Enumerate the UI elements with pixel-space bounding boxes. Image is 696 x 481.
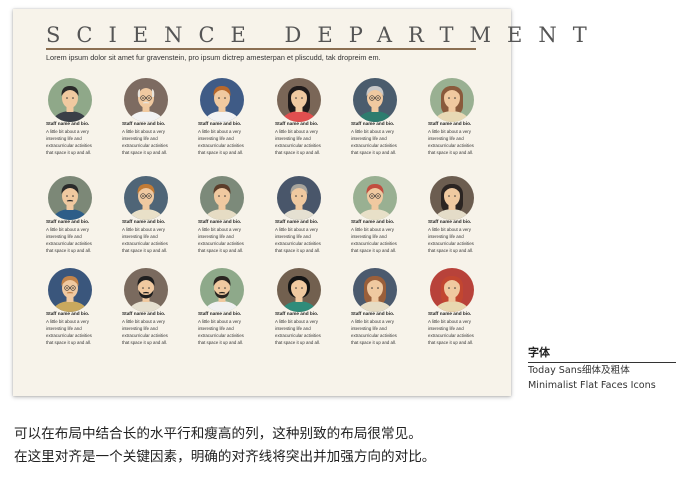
woman-red-hair-glasses-icon xyxy=(353,176,397,220)
staff-name: Staff name and bio. xyxy=(198,121,242,126)
staff-name: Staff name and bio. xyxy=(275,121,319,126)
staff-card: Staff name and bio. A little bit about a … xyxy=(428,175,494,261)
woman-red-hair-icon xyxy=(430,268,474,312)
staff-name: Staff name and bio. xyxy=(122,121,166,126)
staff-card: Staff name and bio. A little bit about a … xyxy=(198,175,264,261)
man-ginger-glasses-icon xyxy=(124,176,168,220)
staff-bio: A little bit about a very interesting li… xyxy=(122,129,168,155)
older-man-gray-hair-glasses-icon xyxy=(353,78,397,122)
staff-name: Staff name and bio. xyxy=(275,311,319,316)
woman-black-bob-hair-icon xyxy=(277,268,321,312)
font-name: Today Sans细体及粗体 xyxy=(528,365,630,376)
staff-card: Staff name and bio. A little bit about a … xyxy=(198,77,264,163)
staff-name: Staff name and bio. xyxy=(428,121,472,126)
staff-bio: A little bit about a very interesting li… xyxy=(428,129,474,155)
staff-bio: A little bit about a very interesting li… xyxy=(351,319,397,345)
staff-name: Staff name and bio. xyxy=(275,219,319,224)
staff-bio: A little bit about a very interesting li… xyxy=(351,227,397,253)
staff-card: Staff name and bio. A little bit about a … xyxy=(46,267,112,353)
staff-bio: A little bit about a very interesting li… xyxy=(428,227,474,253)
icon-set-name: Minimalist Flat Faces Icons xyxy=(528,380,656,391)
man-gray-hair-icon xyxy=(277,176,321,220)
staff-card: Staff name and bio. A little bit about a … xyxy=(122,175,188,261)
staff-bio: A little bit about a very interesting li… xyxy=(275,129,321,155)
staff-card: Staff name and bio. A little bit about a … xyxy=(351,77,417,163)
staff-bio: A little bit about a very interesting li… xyxy=(46,227,92,253)
staff-bio: A little bit about a very interesting li… xyxy=(46,129,92,155)
font-info-panel: 字体 Today Sans细体及粗体 Minimalist Flat Faces… xyxy=(528,346,678,393)
man-goatee-icon xyxy=(48,176,92,220)
staff-bio: A little bit about a very interesting li… xyxy=(351,129,397,155)
staff-bio: A little bit about a very interesting li… xyxy=(428,319,474,345)
staff-name: Staff name and bio. xyxy=(351,121,395,126)
staff-name: Staff name and bio. xyxy=(198,219,242,224)
staff-name: Staff name and bio. xyxy=(122,311,166,316)
caption-text: 可以在布局中结合长的水平行和瘦高的列，这种别致的布局很常见。 在这里对齐是一个关… xyxy=(14,423,654,469)
man-ginger-glasses-beard-icon xyxy=(48,268,92,312)
staff-card: Staff name and bio. A little bit about a … xyxy=(275,175,341,261)
staff-card: Staff name and bio. A little bit about a … xyxy=(122,77,188,163)
staff-name: Staff name and bio. xyxy=(122,219,166,224)
font-info-heading: 字体 xyxy=(528,346,550,359)
staff-name: Staff name and bio. xyxy=(46,311,90,316)
staff-card: Staff name and bio. A little bit about a … xyxy=(428,77,494,163)
staff-bio: A little bit about a very interesting li… xyxy=(275,227,321,253)
man-black-beard-icon xyxy=(124,268,168,312)
poster-subtitle: Lorem ipsum dolor sit amet fur gravenste… xyxy=(46,53,381,62)
woman-auburn-hair-icon xyxy=(353,268,397,312)
staff-card: Staff name and bio. A little bit about a … xyxy=(122,267,188,353)
staff-bio: A little bit about a very interesting li… xyxy=(198,319,244,345)
staff-card: Staff name and bio. A little bit about a … xyxy=(46,77,112,163)
science-department-poster: SCIENCE DEPARTMENT Lorem ipsum dolor sit… xyxy=(13,9,587,396)
man-ginger-hair-icon xyxy=(200,78,244,122)
staff-bio: A little bit about a very interesting li… xyxy=(198,129,244,155)
staff-name: Staff name and bio. xyxy=(198,311,242,316)
font-info-divider xyxy=(528,362,676,363)
woman-brown-hair-icon xyxy=(430,78,474,122)
staff-bio: A little bit about a very interesting li… xyxy=(46,319,92,345)
staff-card: Staff name and bio. A little bit about a … xyxy=(198,267,264,353)
man-brown-hair-icon xyxy=(200,176,244,220)
staff-name: Staff name and bio. xyxy=(428,219,472,224)
staff-grid: Staff name and bio. A little bit about a … xyxy=(13,9,511,396)
staff-card: Staff name and bio. A little bit about a … xyxy=(428,267,494,353)
older-man-glasses-icon xyxy=(124,78,168,122)
staff-name: Staff name and bio. xyxy=(351,219,395,224)
staff-name: Staff name and bio. xyxy=(46,219,90,224)
man-dark-beard-icon xyxy=(200,268,244,312)
man-dark-hair-suit-icon xyxy=(48,78,92,122)
caption-line-2: 在这里对齐是一个关键因素，明确的对齐线将突出并加强方向的对比。 xyxy=(14,449,436,465)
staff-bio: A little bit about a very interesting li… xyxy=(122,227,168,253)
staff-card: Staff name and bio. A little bit about a … xyxy=(351,175,417,261)
title-divider xyxy=(46,48,476,50)
staff-card: Staff name and bio. A little bit about a … xyxy=(275,267,341,353)
staff-bio: A little bit about a very interesting li… xyxy=(198,227,244,253)
caption-line-1: 可以在布局中结合长的水平行和瘦高的列，这种别致的布局很常见。 xyxy=(14,426,422,442)
woman-long-dark-hair-icon xyxy=(430,176,474,220)
woman-long-black-hair-icon xyxy=(277,78,321,122)
staff-name: Staff name and bio. xyxy=(428,311,472,316)
staff-name: Staff name and bio. xyxy=(351,311,395,316)
staff-card: Staff name and bio. A little bit about a … xyxy=(351,267,417,353)
staff-bio: A little bit about a very interesting li… xyxy=(122,319,168,345)
staff-card: Staff name and bio. A little bit about a … xyxy=(275,77,341,163)
staff-name: Staff name and bio. xyxy=(46,121,90,126)
staff-bio: A little bit about a very interesting li… xyxy=(275,319,321,345)
staff-card: Staff name and bio. A little bit about a … xyxy=(46,175,112,261)
